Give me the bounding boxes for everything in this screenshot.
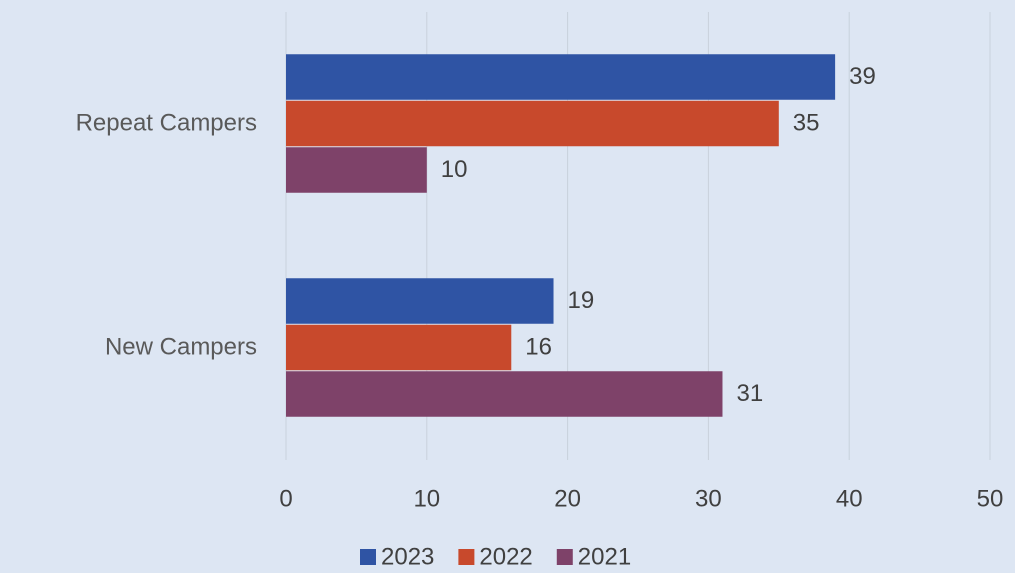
legend-swatch: [557, 549, 573, 565]
legend-label: 2021: [578, 543, 631, 570]
legend-swatch: [360, 549, 376, 565]
data-label: 16: [525, 333, 552, 360]
legend-label: 2023: [381, 543, 434, 570]
category-label: Repeat Campers: [76, 109, 257, 136]
bar: [286, 371, 722, 417]
bar: [286, 54, 835, 100]
data-label: 10: [441, 156, 468, 183]
x-tick-label: 50: [977, 485, 1004, 512]
legend-label: 2022: [479, 543, 532, 570]
data-label: 35: [793, 109, 820, 136]
chart: 0 10 20 30 40 50 Repeat Campers 39 35 10 New Campe…: [0, 0, 1015, 573]
x-tick-label: 30: [695, 485, 722, 512]
bar: [286, 278, 554, 324]
bar: [286, 147, 427, 193]
page: 0 10 20 30 40 50 Repeat Campers 39 35 10 New Campe…: [0, 0, 1015, 573]
data-label: 19: [568, 287, 595, 314]
bar: [286, 325, 511, 371]
x-tick-label: 10: [413, 485, 440, 512]
legend-swatch: [458, 549, 474, 565]
bar: [286, 101, 779, 147]
x-tick-label: 20: [554, 485, 581, 512]
x-tick-label: 40: [836, 485, 863, 512]
x-tick-label: 0: [279, 485, 292, 512]
data-label: 31: [736, 380, 763, 407]
data-label: 39: [849, 63, 876, 90]
category-label: New Campers: [105, 333, 257, 360]
